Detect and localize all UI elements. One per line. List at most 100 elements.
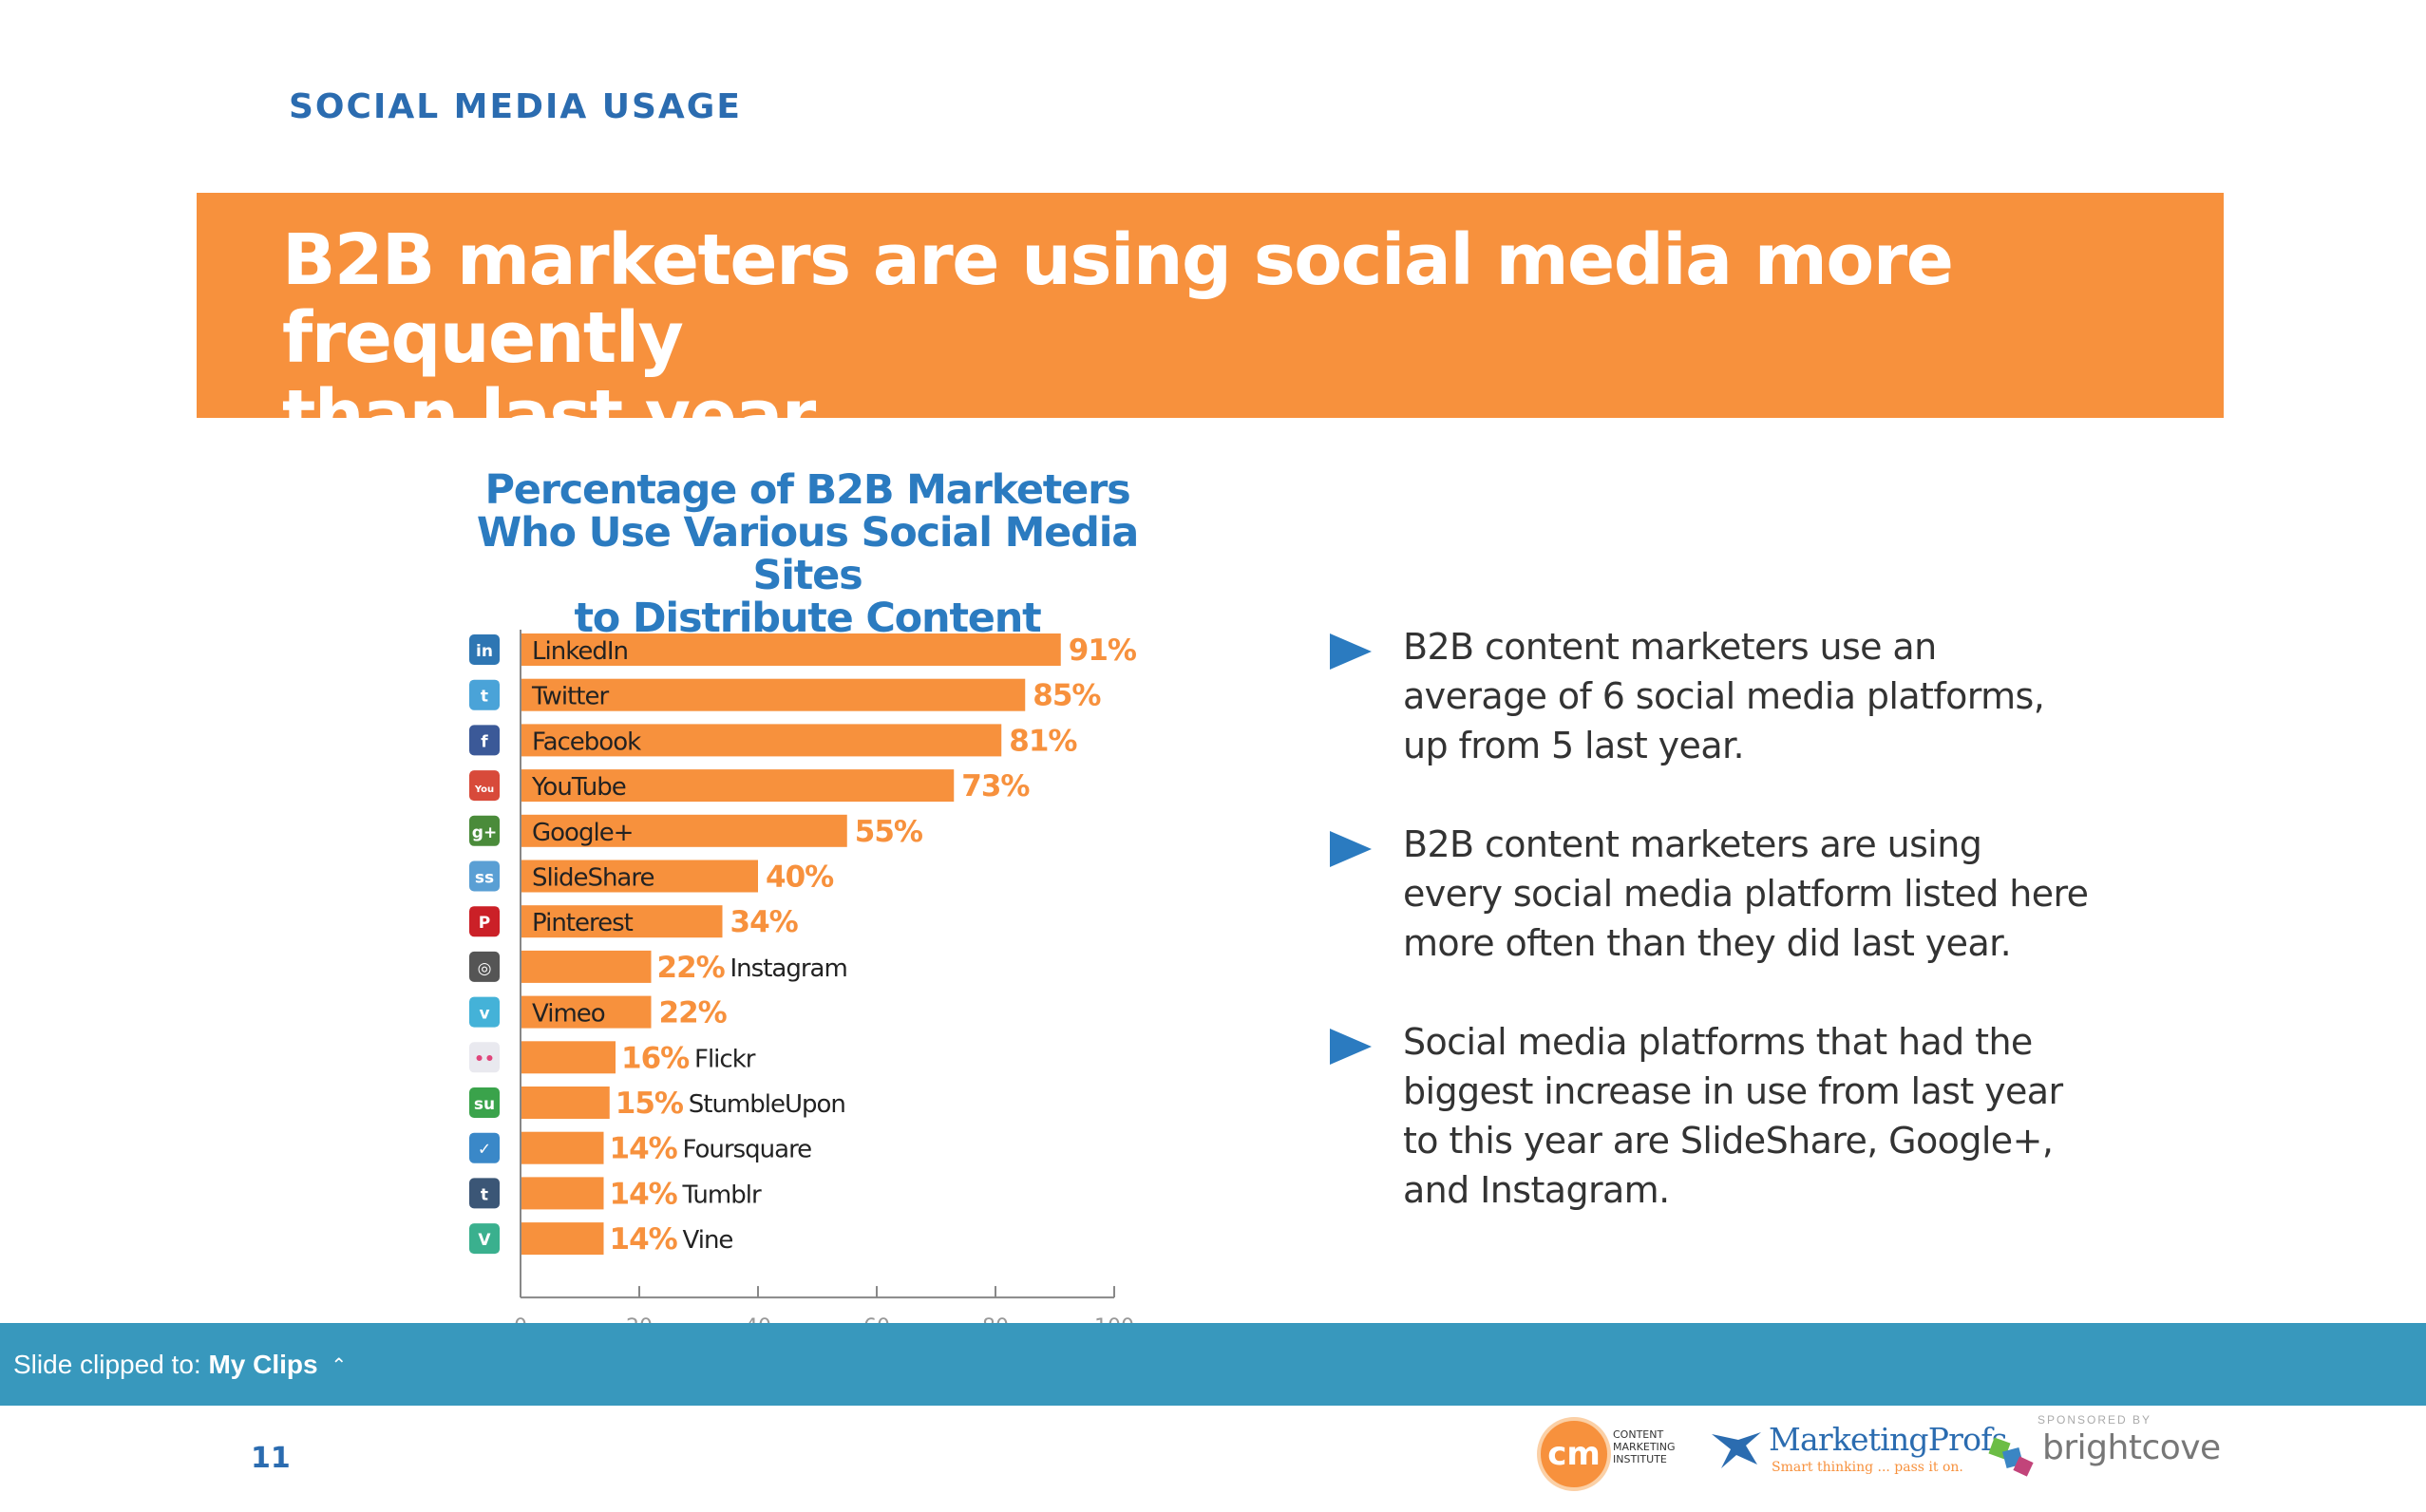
stumbleupon-icon-glyph: su [474, 1095, 495, 1114]
bullet-text: Social media platforms that had the bigg… [1403, 1021, 2063, 1211]
value-label: 15% [616, 1087, 684, 1121]
vimeo-icon [469, 996, 500, 1028]
foursquare-icon-glyph: ✓ [478, 1141, 491, 1160]
value-label: 40% [766, 860, 834, 895]
category-label: Vimeo [532, 1000, 605, 1029]
flickr-icon-glyph: •• [474, 1049, 495, 1068]
category-label: Tumblr [682, 1181, 762, 1209]
clip-notification-bar: Slide clipped to: My Clips ⌃ [0, 1323, 2426, 1406]
google-plus-icon [469, 815, 500, 846]
flickr-icon [469, 1042, 500, 1073]
bullet-text: B2B content marketers use an average of … [1403, 626, 2045, 766]
value-label: 81% [1009, 724, 1077, 758]
bar [521, 905, 723, 938]
chart-title-line-1: Percentage of B2B Marketers [484, 466, 1130, 514]
play-arrow-icon [1330, 1029, 1372, 1065]
cmi-name: CONTENT MARKETING INSTITUTE [1613, 1428, 1676, 1465]
pinterest-icon-glyph: P [479, 914, 490, 933]
play-arrow-icon [1330, 633, 1372, 670]
bar [521, 1131, 604, 1164]
google-plus-icon-glyph: g+ [472, 823, 497, 842]
value-label: 55% [855, 815, 923, 849]
instagram-icon-glyph: ◎ [478, 959, 492, 978]
bar [521, 950, 652, 983]
tumblr-icon-glyph: t [481, 1185, 488, 1204]
marketingprofs-tagline: Smart thinking ... pass it on. [1772, 1460, 1963, 1475]
vine-icon-glyph: V [478, 1231, 491, 1250]
x-tick-label: 60 [863, 1315, 890, 1325]
x-tick-label: 0 [514, 1315, 527, 1325]
facebook-icon-glyph: f [481, 732, 488, 751]
value-label: 14% [610, 1132, 678, 1166]
my-clips-link[interactable]: My Clips [208, 1350, 318, 1379]
section-label: SOCIAL MEDIA USAGE [289, 87, 742, 126]
marketingprofs-bird-icon [1712, 1432, 1761, 1468]
play-arrow-icon [1330, 831, 1372, 867]
category-label: LinkedIn [532, 637, 628, 666]
value-label: 14% [610, 1222, 678, 1257]
twitter-icon-glyph: t [481, 688, 488, 707]
headline-banner: B2B marketers are using social media mor… [197, 193, 2224, 455]
bar [521, 1087, 610, 1119]
bar-chart: in LinkedIn 91% t Twitter 85% f Facebook 81% You Y… [469, 630, 1138, 1325]
clip-prefix: Slide clipped to: [13, 1350, 201, 1379]
bullet-list: B2B content marketers use an average of … [1330, 622, 2090, 1264]
category-label: Foursquare [683, 1136, 812, 1164]
category-label: YouTube [531, 773, 626, 802]
value-label: 34% [730, 905, 799, 939]
bar [521, 769, 955, 803]
chevron-up-icon[interactable]: ⌃ [331, 1355, 348, 1376]
bar [521, 633, 1061, 666]
bar [521, 995, 652, 1029]
headline-line-2: than last year. [282, 375, 831, 457]
category-label: Facebook [532, 728, 641, 756]
sponsored-label: SPONSORED BY [2037, 1413, 2152, 1427]
page-number: 11 [251, 1442, 291, 1475]
bar [521, 1222, 604, 1256]
bullet-item: Social media platforms that had the bigg… [1330, 1017, 2090, 1215]
value-label: 73% [961, 769, 1030, 803]
bullet-item: B2B content marketers use an average of … [1330, 622, 2090, 770]
slideshare-icon [469, 860, 500, 892]
chart-title: Percentage of B2B Marketers Who Use Vari… [437, 469, 1178, 640]
value-label: 14% [610, 1177, 678, 1211]
category-label: Flickr [694, 1045, 756, 1073]
bar [521, 860, 758, 893]
brightcove-logo-icon [1988, 1437, 2034, 1477]
facebook-icon [469, 725, 500, 756]
bar [521, 678, 1026, 711]
vimeo-icon-glyph: v [479, 1005, 489, 1024]
bar [521, 1041, 616, 1074]
chart-title-line-2: Who Use Various Social Media Sites [476, 509, 1139, 599]
tumblr-icon [469, 1178, 500, 1209]
youtube-icon-glyph: You [474, 784, 494, 795]
vine-icon [469, 1223, 500, 1255]
bullet-item: B2B content marketers are using every so… [1330, 820, 2090, 968]
bar [521, 814, 847, 847]
marketingprofs-name: MarketingProfs [1769, 1421, 2008, 1458]
youtube-icon [469, 770, 500, 802]
category-label: Instagram [730, 954, 847, 983]
category-label: Pinterest [532, 909, 634, 937]
pinterest-icon [469, 906, 500, 937]
value-label: 22% [657, 951, 726, 985]
category-label: Twitter [531, 683, 609, 711]
x-tick-label: 40 [745, 1315, 771, 1325]
footer-logos: cm CONTENT MARKETING INSTITUTE Marketing… [1529, 1409, 2221, 1504]
instagram-icon [469, 951, 500, 982]
slideshare-icon-glyph: ss [475, 869, 494, 888]
cmi-logo: cm [1537, 1417, 1611, 1491]
category-label: SlideShare [532, 864, 654, 893]
value-label: 16% [621, 1041, 690, 1075]
linkedin-icon [469, 634, 500, 665]
x-tick-label: 100 [1094, 1315, 1134, 1325]
category-label: StumbleUpon [689, 1090, 845, 1119]
headline-line-1: B2B marketers are using social media mor… [282, 219, 1954, 379]
value-label: 22% [659, 996, 728, 1030]
linkedin-icon-glyph: in [476, 642, 493, 661]
bullet-text: B2B content marketers are using every so… [1403, 823, 2089, 964]
value-label: 91% [1069, 633, 1137, 668]
foursquare-icon [469, 1132, 500, 1163]
bar [521, 724, 1002, 757]
bar [521, 1177, 604, 1210]
